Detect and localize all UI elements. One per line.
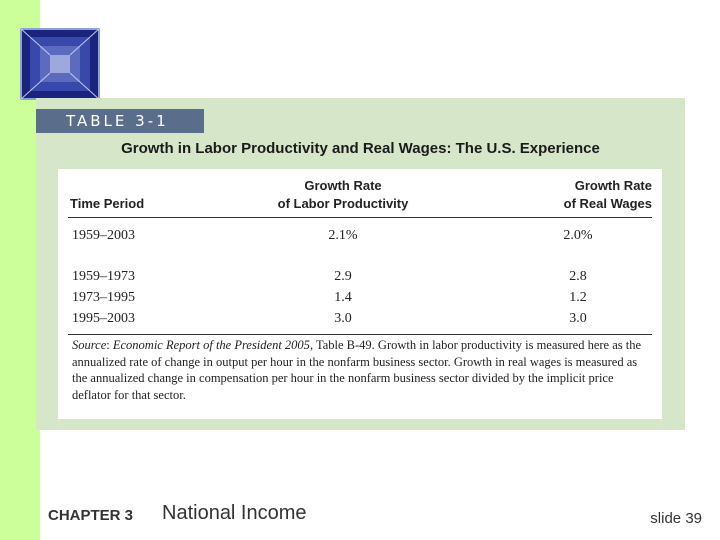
data-table: Time Period Growth Rate of Labor Product… bbox=[58, 169, 662, 419]
chapter-topic: National Income bbox=[162, 502, 307, 524]
chapter-label: CHAPTER 3 bbox=[48, 507, 134, 524]
header-time-period: Time Period bbox=[70, 196, 145, 211]
source-publication: Economic Report of the President 2005 bbox=[112, 338, 310, 352]
source-note: Source: Economic Report of the President… bbox=[72, 338, 642, 402]
header-productivity-line2: of Labor Productivity bbox=[277, 196, 409, 211]
period-cell: 1959–1973 bbox=[72, 269, 135, 284]
productivity-cell: 1.4 bbox=[334, 290, 352, 305]
table-title: Growth in Labor Productivity and Real Wa… bbox=[121, 140, 600, 157]
period-cell: 1995–2003 bbox=[72, 311, 135, 326]
productivity-cell: 2.1% bbox=[328, 228, 358, 243]
productivity-cell: 2.9 bbox=[334, 269, 352, 284]
header-wages-line2: of Real Wages bbox=[563, 196, 652, 211]
tunnel-logo-icon bbox=[20, 28, 100, 100]
wages-cell: 3.0 bbox=[569, 311, 587, 326]
wages-cell: 2.0% bbox=[563, 228, 593, 243]
header-productivity-line1: Growth Rate bbox=[304, 178, 382, 193]
header-wages-line1: Growth Rate bbox=[574, 178, 652, 193]
footer-rule bbox=[68, 334, 652, 335]
source-text: , Table B-49. Growth in labor productivi… bbox=[72, 338, 642, 402]
table-badge: TABLE 3-1 bbox=[36, 109, 204, 133]
period-cell: 1959–2003 bbox=[72, 228, 135, 243]
header-productivity: Growth Rate of Labor Productivity bbox=[258, 177, 428, 213]
wages-cell: 2.8 bbox=[569, 269, 587, 284]
productivity-cell: 3.0 bbox=[334, 311, 352, 326]
slide-number: slide 39 bbox=[650, 510, 702, 527]
wages-cell: 1.2 bbox=[569, 290, 587, 305]
header-wages: Growth Rate of Real Wages bbox=[564, 177, 652, 213]
header-rule bbox=[68, 217, 652, 218]
period-cell: 1973–1995 bbox=[72, 290, 135, 305]
source-label: Source bbox=[72, 338, 107, 352]
